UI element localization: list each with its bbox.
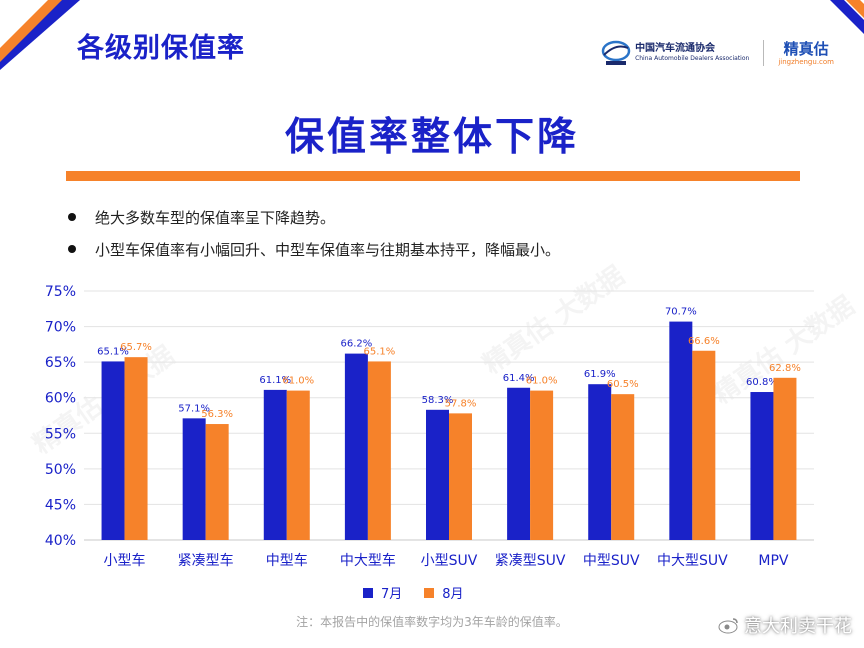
bullet-text: 小型车保值率有小幅回升、中型车保值率与往期基本持平，降幅最小。 <box>95 240 561 259</box>
jingzhengu-logo: 精真估 jingzhengu.com <box>778 40 834 67</box>
data-label: 65.1% <box>97 346 129 357</box>
data-label: 61.4% <box>503 373 535 384</box>
logo-divider <box>763 40 765 66</box>
weibo-icon <box>718 618 738 634</box>
bullet-item: 绝大多数车型的保值率呈下降趋势。 <box>68 201 560 233</box>
data-label: 65.1% <box>363 346 395 357</box>
cada-name: 中国汽车流通协会 <box>635 43 716 54</box>
bar-aug <box>773 377 797 540</box>
y-tick-label: 65% <box>45 355 76 371</box>
top-left-corner-stripe <box>0 0 80 70</box>
section-title: 各级别保值率 <box>77 33 245 64</box>
footnote: 注：本报告中的保值率数字均为3年车龄的保值率。 <box>296 615 568 629</box>
data-label: 62.8% <box>769 363 801 374</box>
jingzhengu-name: 精真估 <box>783 39 829 58</box>
x-tick-label: 中大型SUV <box>657 553 728 569</box>
bar-aug <box>124 357 148 540</box>
x-tick-label: 中大型车 <box>340 552 396 569</box>
data-label: 65.7% <box>120 342 152 353</box>
bar-jul <box>750 392 774 540</box>
bar-jul <box>182 418 206 540</box>
legend-label-jul: 7月 <box>381 587 403 602</box>
bar-aug <box>286 390 310 540</box>
x-tick-label: 中型SUV <box>583 553 640 569</box>
x-tick-label: MPV <box>758 553 789 569</box>
bullet-text: 绝大多数车型的保值率呈下降趋势。 <box>95 208 336 227</box>
top-right-corner-stripe <box>830 0 864 34</box>
x-tick-label: 紧凑型SUV <box>495 552 566 569</box>
data-label: 57.1% <box>178 403 210 414</box>
data-label: 70.7% <box>665 307 697 318</box>
bar-jul <box>344 353 368 540</box>
legend-item-aug: 8月 <box>424 583 464 602</box>
data-label: 61.0% <box>526 376 558 387</box>
bullet-dot-icon <box>68 213 76 221</box>
y-tick-label: 75% <box>45 284 76 300</box>
bar-jul <box>263 389 287 540</box>
weibo-watermark: 意大利卖干花 <box>718 612 852 638</box>
x-tick-label: 小型车 <box>104 552 146 569</box>
data-label: 56.3% <box>201 409 233 420</box>
data-label: 61.9% <box>584 369 616 380</box>
bar-jul <box>101 361 125 540</box>
data-label: 60.8% <box>746 377 778 388</box>
chart-legend: 7月 8月 <box>363 583 486 602</box>
data-label: 61.0% <box>282 376 314 387</box>
data-label: 57.8% <box>445 398 477 409</box>
headline: 保值率整体下降 <box>284 115 579 160</box>
bar-aug <box>205 424 229 540</box>
x-tick-label: 小型SUV <box>421 553 478 569</box>
y-tick-label: 40% <box>45 533 76 549</box>
logo-area: 中国汽车流通协会 China Automobile Dealers Associ… <box>601 36 834 70</box>
cada-logo: 中国汽车流通协会 China Automobile Dealers Associ… <box>601 39 749 67</box>
y-tick-label: 45% <box>45 497 76 513</box>
bullet-dot-icon <box>68 245 76 253</box>
y-tick-label: 60% <box>45 391 76 407</box>
bar-jul <box>588 384 612 540</box>
bar-aug <box>367 361 391 540</box>
y-tick-label: 70% <box>45 320 76 336</box>
data-label: 58.3% <box>422 395 454 406</box>
cada-emblem-icon <box>601 40 631 65</box>
legend-swatch-jul <box>363 587 373 598</box>
bar-jul <box>426 409 449 540</box>
bar-aug <box>449 413 472 540</box>
bullet-item: 小型车保值率有小幅回升、中型车保值率与往期基本持平，降幅最小。 <box>68 233 560 265</box>
cada-english-name: China Automobile Dealers Association <box>635 55 750 62</box>
data-label: 66.2% <box>340 339 372 350</box>
data-label: 60.5% <box>607 379 639 390</box>
x-tick-label: 中型车 <box>266 552 308 569</box>
bar-aug <box>611 394 635 540</box>
bar-aug <box>692 350 716 540</box>
weibo-account-name: 意大利卖干花 <box>744 616 852 637</box>
jingzhengu-url: jingzhengu.com <box>778 57 834 66</box>
y-tick-label: 55% <box>45 426 76 442</box>
bar-aug <box>530 390 554 540</box>
legend-item-jul: 7月 <box>363 583 402 602</box>
y-tick-label: 50% <box>45 462 76 478</box>
x-tick-label: 紧凑型车 <box>178 552 234 569</box>
headline-underline <box>66 171 800 181</box>
data-label: 66.6% <box>688 336 720 347</box>
legend-swatch-aug <box>424 587 435 598</box>
data-label: 61.1% <box>259 375 291 386</box>
legend-label-aug: 8月 <box>442 587 464 602</box>
bullet-list: 绝大多数车型的保值率呈下降趋势。 小型车保值率有小幅回升、中型车保值率与往期基本… <box>68 201 560 265</box>
bar-chart: 40%45%50%55%60%65%70%75%65.1%65.7%小型车57.… <box>45 284 814 569</box>
bar-jul <box>669 321 693 540</box>
bar-jul <box>507 387 531 540</box>
